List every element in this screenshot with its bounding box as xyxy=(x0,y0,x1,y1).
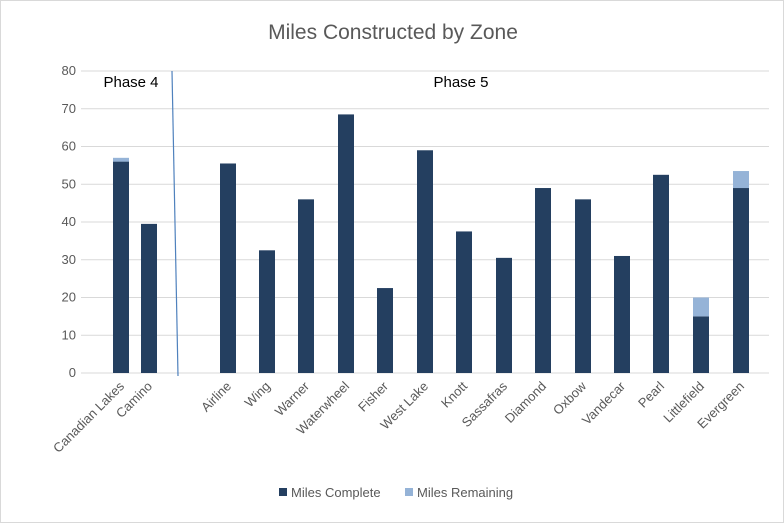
bar-remaining xyxy=(113,157,129,162)
y-tick-label: 0 xyxy=(69,365,76,380)
bar-complete xyxy=(377,288,393,373)
y-tick-label: 20 xyxy=(62,290,76,305)
bar-complete xyxy=(259,250,275,373)
bar-complete xyxy=(220,163,236,373)
bar-complete xyxy=(496,257,512,373)
x-tick-label: Diamond xyxy=(502,379,549,426)
bar-remaining xyxy=(733,171,749,189)
bar-complete xyxy=(575,199,591,373)
bar-complete xyxy=(535,188,551,373)
bar-complete xyxy=(298,199,314,373)
x-tick-label: Airline xyxy=(198,379,234,415)
legend: Miles Complete Miles Remaining xyxy=(279,485,513,500)
legend-swatch xyxy=(279,488,287,496)
bar-complete xyxy=(733,188,749,373)
y-axis-ticks: 0 10 20 30 40 50 60 70 80 xyxy=(62,63,76,380)
y-tick-label: 70 xyxy=(62,101,76,116)
x-tick-label: Knott xyxy=(438,378,470,410)
bar-complete xyxy=(693,316,709,373)
x-tick-label: Pearl xyxy=(635,378,667,410)
bar-complete xyxy=(141,223,157,373)
bar-complete xyxy=(113,161,129,373)
bar-complete xyxy=(456,231,472,373)
chart-title: Miles Constructed by Zone xyxy=(268,21,518,44)
x-tick-label: Vandecar xyxy=(579,378,629,428)
bars xyxy=(113,114,749,373)
bar-remaining xyxy=(693,297,709,317)
bar-complete xyxy=(653,174,669,373)
legend-swatch xyxy=(405,488,413,496)
y-tick-label: 40 xyxy=(62,214,76,229)
y-tick-label: 60 xyxy=(62,139,76,154)
x-tick-label: Canadian Lakes xyxy=(50,378,127,455)
y-tick-label: 30 xyxy=(62,252,76,267)
y-tick-label: 80 xyxy=(62,63,76,78)
y-tick-label: 50 xyxy=(62,176,76,191)
x-tick-label: Wing xyxy=(242,379,274,411)
phase-divider xyxy=(171,70,179,377)
phase-groups: Phase 4 Phase 5 xyxy=(103,70,489,377)
bar-complete xyxy=(417,150,433,373)
legend-label: Miles Remaining xyxy=(417,485,513,500)
legend-label: Miles Complete xyxy=(291,485,381,500)
bar-complete xyxy=(614,255,630,373)
x-tick-label: Fisher xyxy=(355,378,392,415)
phase-label: Phase 5 xyxy=(433,74,488,91)
y-tick-label: 10 xyxy=(62,327,76,342)
phase-label: Phase 4 xyxy=(103,74,158,91)
bar-complete xyxy=(338,114,354,373)
